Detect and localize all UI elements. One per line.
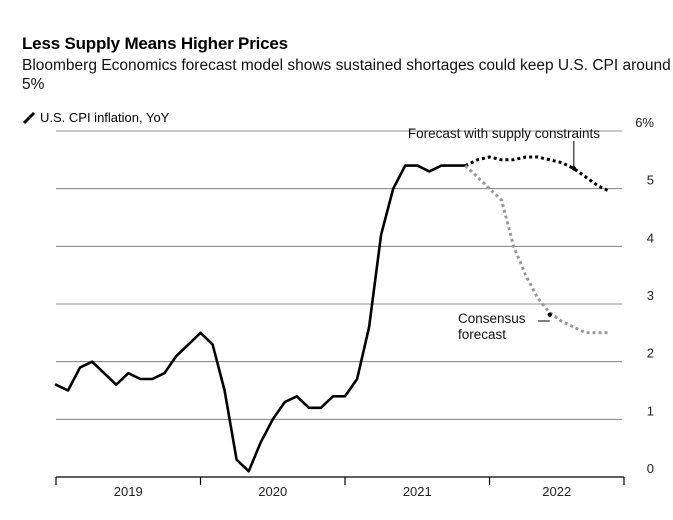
chart-title: Less Supply Means Higher Prices xyxy=(22,34,288,53)
chart-subtitle: Bloomberg Economics forecast model shows… xyxy=(22,57,671,93)
annotation-dot-forecast xyxy=(571,166,577,171)
annotation-forecast-label: Forecast with supply constraints xyxy=(408,126,600,141)
y-tick-label: 0 xyxy=(647,461,654,476)
y-tick-label: 5 xyxy=(647,173,654,188)
series-line-1 xyxy=(464,155,611,193)
annotation-dot-consensus xyxy=(547,312,552,317)
series-line-2 xyxy=(464,164,610,335)
series-line-0 xyxy=(54,164,467,473)
y-tick-label: 6% xyxy=(635,115,654,130)
y-tick-label: 1 xyxy=(647,403,654,418)
x-tick-label: 2020 xyxy=(258,484,287,499)
legend-line-swatch xyxy=(22,111,36,124)
legend: U.S. CPI inflation, YoY xyxy=(22,110,169,125)
y-tick-label: 2 xyxy=(647,346,654,361)
y-tick-label: 3 xyxy=(647,288,654,303)
x-tick-label: 2019 xyxy=(114,484,143,499)
legend-label: U.S. CPI inflation, YoY xyxy=(40,110,170,125)
annotation-consensus-label: Consensus forecast xyxy=(458,311,526,342)
x-tick-label: 2021 xyxy=(403,484,432,499)
x-tick-label: 2022 xyxy=(542,484,571,499)
y-tick-label: 4 xyxy=(647,230,654,245)
